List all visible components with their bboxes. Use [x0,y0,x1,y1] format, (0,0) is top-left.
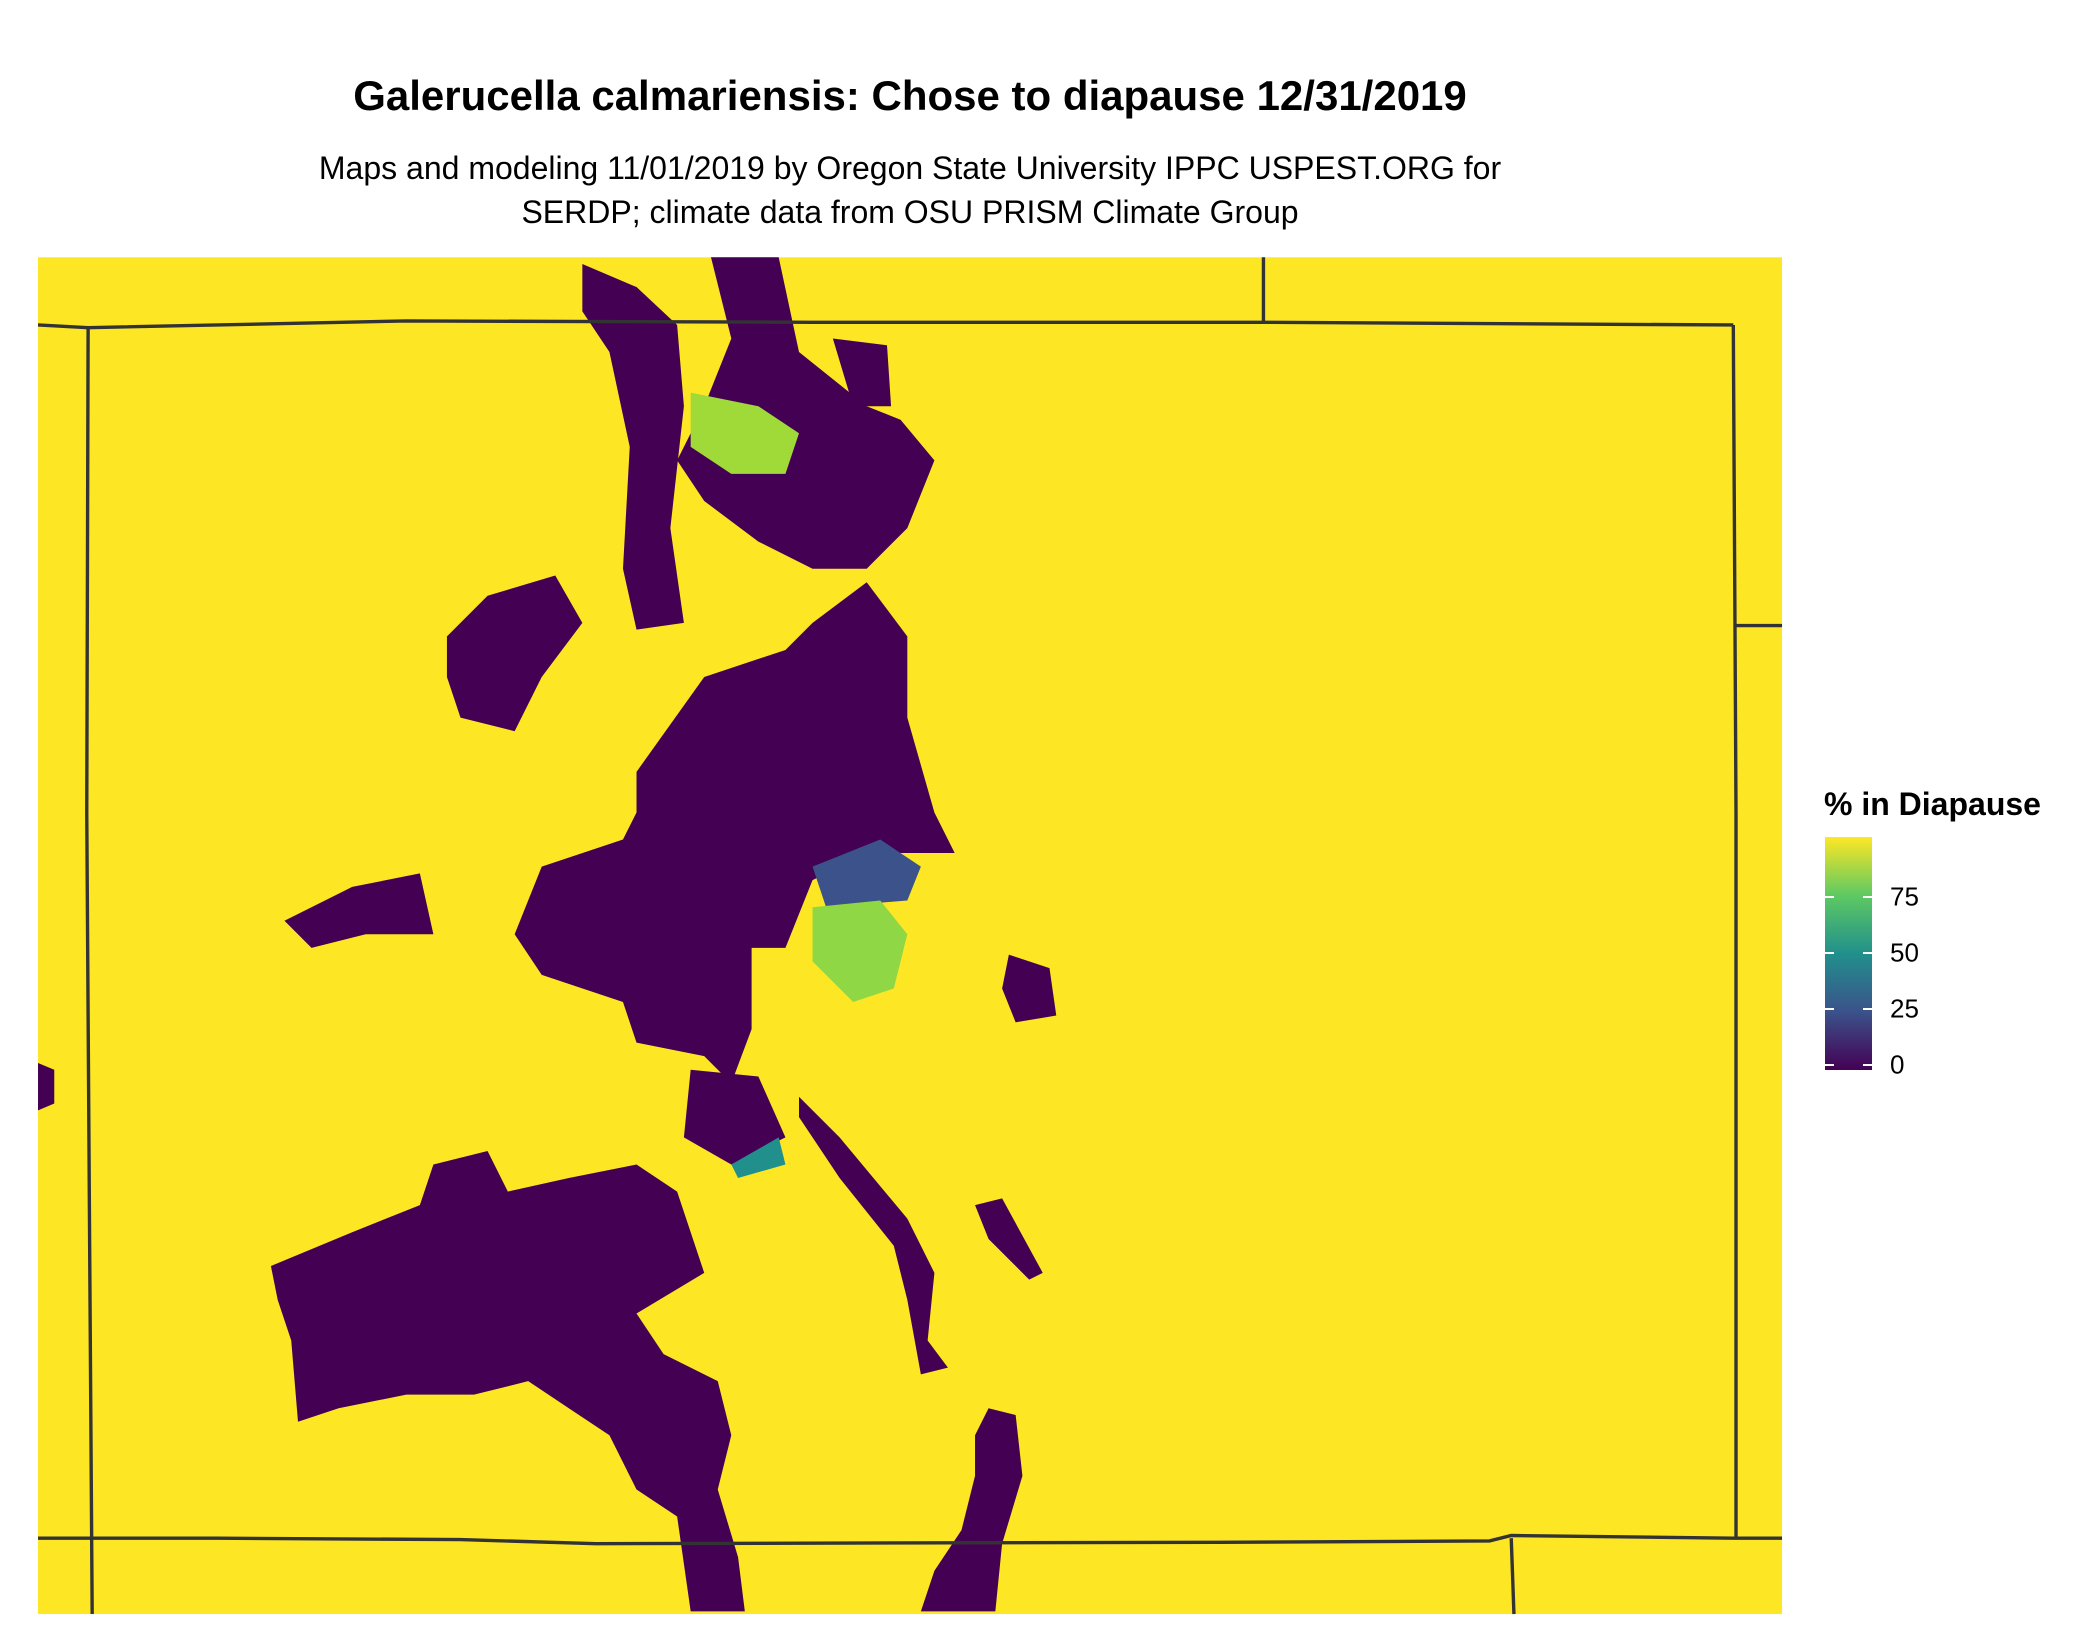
region-north-central [677,257,935,569]
region-north-east-arm [832,338,892,407]
region-east-small [1002,954,1057,1023]
legend-colorbar [1825,837,1872,1070]
region-diagonal-stripe [798,1096,948,1375]
region-southeast [920,1408,1023,1612]
subtitle-line-1: Maps and modeling 11/01/2019 by Oregon S… [318,150,1502,186]
legend-label-50: 50 [1890,937,1919,968]
region-central-lower [683,1069,786,1165]
legend-title: % in Diapause [1824,786,2041,822]
region-west-arm [284,873,434,948]
subtitle-line-2: SERDP; climate data from OSU PRISM Clima… [521,194,1299,230]
map-title: Galerucella calmariensis: Chose to diapa… [353,72,1467,119]
legend-label-0: 0 [1890,1049,1905,1080]
region-north-west-ridge [582,264,684,630]
region-far-west [38,1062,55,1111]
legend-label-25: 25 [1890,993,1919,1024]
state-boundaries [37,257,1783,1615]
legend-label-75: 75 [1890,881,1919,912]
low-diapause-regions [38,257,1057,1612]
region-southwest [270,1150,745,1612]
intermediate-regions [690,392,921,1179]
region-central [514,582,955,1084]
region-stripe-east [975,1198,1043,1280]
region-west-blob [446,575,583,732]
